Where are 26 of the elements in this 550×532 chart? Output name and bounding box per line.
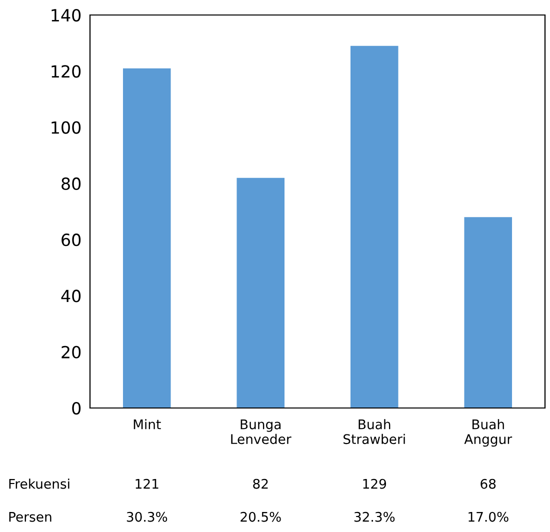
data-label: 68 xyxy=(480,478,496,489)
text: Frekuensi xyxy=(9,478,70,489)
bar xyxy=(122,68,171,408)
bar xyxy=(464,217,512,408)
y-tick-label: 20 xyxy=(62,346,81,358)
y-tick-label: 100 xyxy=(52,121,81,134)
x-tick-label: Buah Anggur xyxy=(464,419,512,447)
x-tick-label: Bunga Lenveder xyxy=(231,420,292,444)
data-label: 129 xyxy=(363,478,386,489)
text: 32.3% xyxy=(354,512,395,522)
y-tick-label: 80 xyxy=(62,177,81,190)
y-tick-label: 60 xyxy=(62,234,81,246)
text: 20.5% xyxy=(240,512,281,522)
bar xyxy=(350,46,398,408)
text: 30.3% xyxy=(126,512,168,522)
text: Persen xyxy=(9,512,52,522)
x-tick-label: Buah Strawberi xyxy=(344,419,405,444)
y-tick-label: 140 xyxy=(52,8,81,22)
y-tick-label: 120 xyxy=(52,65,81,78)
y-tick-label: 40 xyxy=(61,290,81,302)
bar xyxy=(236,178,285,408)
x-tick-label: Mint xyxy=(134,419,161,430)
data-label: 121 xyxy=(136,478,158,489)
y-tick-label: 0 xyxy=(72,402,81,415)
data-label: 82 xyxy=(253,478,268,489)
text: 17.0% xyxy=(468,512,508,522)
